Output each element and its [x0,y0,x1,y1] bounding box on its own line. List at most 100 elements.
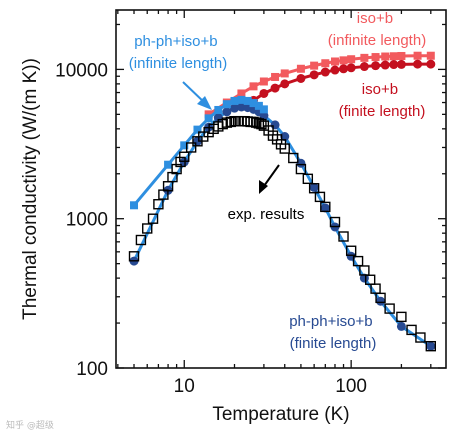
data-point [321,59,330,68]
data-point [204,110,213,119]
data-point [280,79,290,89]
data-point [320,201,331,213]
data-point [310,61,319,70]
y-axis-title: Thermal conductivity (W/(m K)) [20,58,41,320]
data-point [237,95,246,104]
data-point [296,158,306,168]
label-ppinf-line2: (infinite length) [129,55,227,72]
data-point [396,311,407,323]
data-point [236,115,247,127]
x-tick-label: 10 [174,376,195,397]
label-isob-fin: iso+b (finite length) [339,81,426,120]
data-point [248,116,259,128]
data-point [259,77,268,86]
label-isob-inf-line2: (infinite length) [328,32,426,49]
data-point [396,59,406,69]
data-point [242,116,253,127]
data-point [164,160,173,169]
data-point [204,114,213,123]
label-ppfin-line2: (finite length) [290,335,377,352]
data-point [214,105,223,114]
data-point [222,100,231,109]
data-point [360,53,369,62]
data-point [375,292,386,304]
data-point [330,57,339,66]
label-ppinf: ph-ph+iso+b (infinite length) [129,33,227,72]
data-point [406,324,417,336]
y-tick-label: 1000 [66,210,108,231]
data-point [380,60,390,70]
data-point [415,332,426,343]
data-point [309,70,319,80]
data-point [280,69,289,78]
y-tick-label: 100 [76,359,108,380]
data-point [254,101,263,110]
data-point [270,83,280,93]
series-isob-fin [249,59,436,105]
data-point [320,203,330,213]
data-point [229,103,239,113]
data-point [426,341,436,351]
data-point [243,96,252,105]
data-point [346,63,356,73]
data-point [376,296,386,306]
data-point [288,152,299,164]
data-point [413,51,422,60]
watermark: 知乎 @超级 [6,421,54,431]
plot-frame [115,9,447,369]
data-point [397,51,406,60]
data-point [352,255,364,267]
data-point [389,52,398,61]
data-point [237,89,246,98]
data-point [320,67,330,77]
data-point [259,105,268,114]
data-point [259,88,269,98]
data-point [384,303,395,314]
data-point [130,201,139,210]
data-point [330,65,340,75]
data-point [249,82,258,91]
label-exp-line1: exp. results [228,206,305,223]
label-isob-fin-line2: (finite length) [339,103,426,120]
data-point [193,125,202,134]
data-point [364,274,376,285]
data-point [339,56,348,65]
data-point [308,183,320,194]
data-point [280,132,290,142]
series-isob-inf [204,51,435,119]
data-point [338,231,349,242]
annotation-arrows [182,81,280,194]
exp-arrow [263,164,280,187]
data-point [230,96,239,105]
exp-arrowhead [259,180,268,194]
data-point [296,73,306,83]
data-point [222,107,232,117]
data-point [371,53,380,62]
label-ppinf-line1: ph-ph+iso+b [134,33,217,50]
label-ppfin: ph-ph+iso+b (finite length) [289,313,377,352]
series-line [132,105,432,348]
y-tick-label: 10000 [55,60,108,81]
data-point [296,64,305,73]
data-point [185,142,197,153]
data-point [339,64,349,74]
data-point [345,245,357,256]
data-point [329,216,341,228]
data-point [179,151,190,162]
data-point [225,116,236,128]
data-point [425,340,436,352]
data-point [381,52,390,61]
data-point [359,62,369,72]
data-point [347,55,356,64]
data-point [426,51,435,60]
data-point [359,265,370,276]
data-point [256,118,267,130]
data-point [180,141,189,150]
data-point [128,251,140,262]
label-isob-fin-line1: iso+b [362,81,398,98]
ppinf-arrowhead [197,96,212,110]
data-point [271,72,280,81]
data-point [279,143,290,154]
data-point [295,163,307,175]
